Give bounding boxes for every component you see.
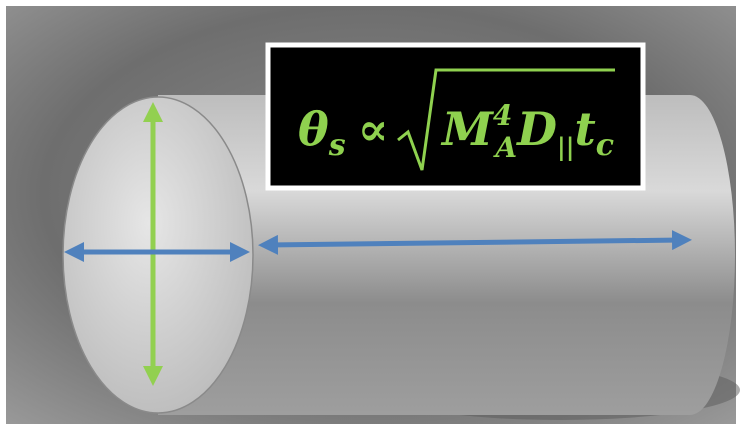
lhs: θ	[298, 102, 329, 156]
cylinder-face	[63, 97, 253, 413]
term-sub: ||	[557, 132, 574, 161]
term-sup: 4	[493, 99, 512, 132]
term-base: t	[575, 102, 596, 156]
figure: θs ∝ M4AD||tc	[0, 0, 742, 430]
term-base: M	[440, 102, 495, 156]
term-sub: A	[492, 131, 517, 164]
term-base: D	[515, 102, 557, 156]
relation: ∝	[358, 102, 389, 156]
lhs-sub: s	[328, 128, 346, 163]
term-sub: c	[596, 128, 614, 163]
page: {"equation": {"lhs": "θ", "lhs_sub": "s"…	[0, 0, 742, 430]
